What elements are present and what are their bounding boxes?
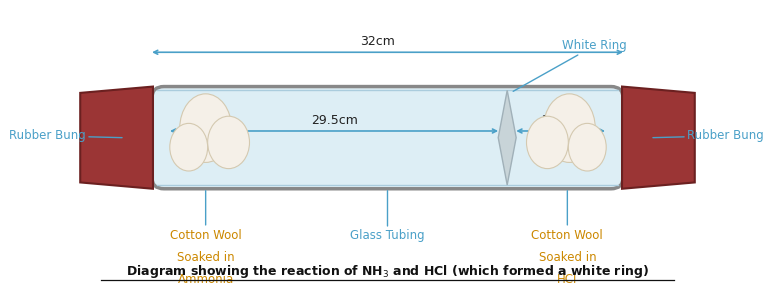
Ellipse shape [180,94,232,162]
Polygon shape [498,90,516,185]
Text: 29.5cm: 29.5cm [311,114,357,127]
Ellipse shape [543,94,595,162]
Ellipse shape [526,116,568,169]
Text: Glass Tubing: Glass Tubing [350,191,425,242]
Polygon shape [81,86,153,189]
Ellipse shape [208,116,250,169]
Text: Cotton Wool
Soaked in
Ammonia: Cotton Wool Soaked in Ammonia [170,229,242,286]
FancyBboxPatch shape [152,86,623,189]
Text: Rubber Bung: Rubber Bung [653,129,763,142]
Text: 2.5cm: 2.5cm [541,114,580,127]
Ellipse shape [568,123,606,171]
Polygon shape [622,86,694,189]
Text: Cotton Wool
Soaked in
HCl: Cotton Wool Soaked in HCl [532,229,603,286]
Text: Diagram showing the reaction of NH$_3$ and HCl (which formed a white ring): Diagram showing the reaction of NH$_3$ a… [126,263,649,280]
Text: Rubber Bung: Rubber Bung [9,129,122,142]
Ellipse shape [170,123,208,171]
Text: White Ring: White Ring [513,39,627,91]
Text: 32cm: 32cm [360,35,395,49]
